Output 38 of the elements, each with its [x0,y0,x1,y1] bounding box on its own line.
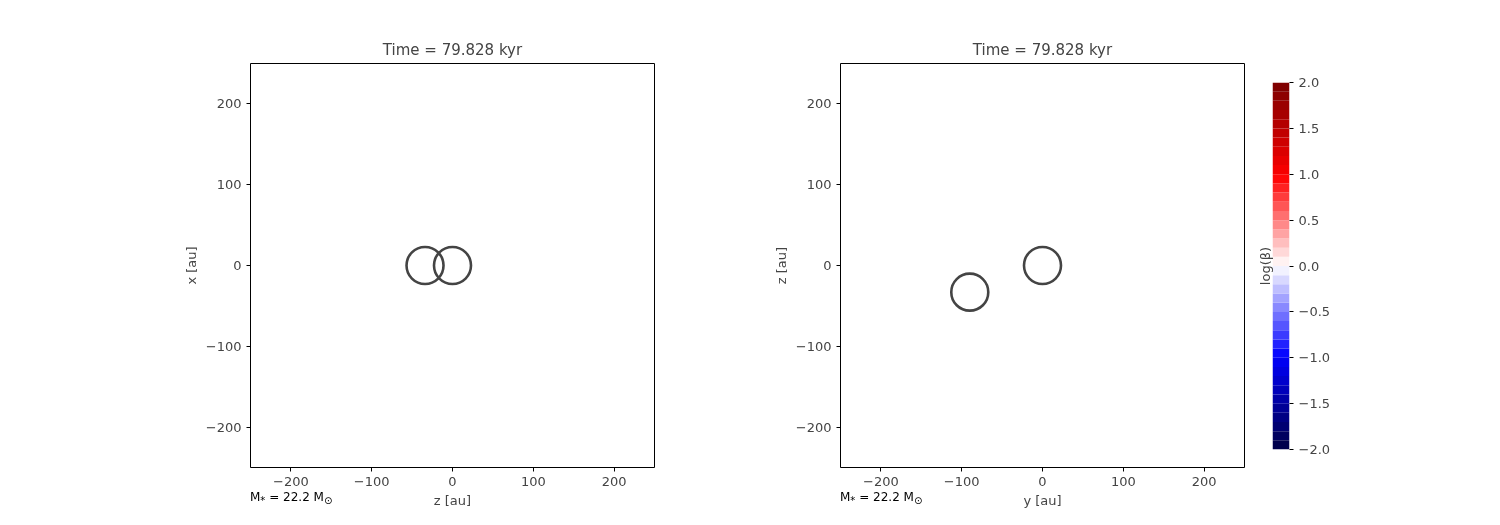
y-tick-label: 200 [216,96,242,112]
x-tick-label: 200 [1191,473,1217,489]
y-tick-label: −100 [205,338,242,354]
color-bar-label: −0.5 [1298,304,1331,320]
x-tick-label: 100 [520,473,546,489]
y-tick-label: −100 [795,338,832,354]
y-tick-label: −200 [795,419,832,435]
y-tick-label: 200 [806,96,832,112]
color-bar-label: 1.5 [1298,120,1320,136]
color-bar-label: 1.0 [1298,166,1320,182]
color-bar-label: 0.5 [1298,212,1320,228]
y-tick-label: −200 [205,419,242,435]
y-axis-title: z [au] [773,246,789,285]
y-tick-label: 0 [823,258,832,273]
x-axis-title: z [au] [433,492,472,508]
x-tick-label: −200 [863,473,899,489]
x-tick-label: 100 [1110,473,1136,489]
x-tick-label: −200 [273,473,309,489]
x-tick-label: −100 [943,473,980,489]
chart-title: Time = 79.828 kyr [381,40,523,59]
color-bar-label: −2.0 [1298,442,1331,457]
x-tick-label: 200 [601,473,627,489]
x-axis-title: y [au] [1023,492,1062,508]
color-bar-label: −1.0 [1298,350,1331,366]
x-tick-label: 0 [1038,473,1047,489]
color-bar-label: 0.0 [1298,258,1320,274]
y-axis-title: x [au] [183,246,199,285]
chart-title: Time = 79.828 kyr [971,40,1113,59]
y-tick-label: 0 [233,258,242,273]
x-tick-label: 0 [448,473,457,489]
color-bar-label: 2.0 [1298,75,1320,90]
text: M$_{*}$ = 22.2 M$_{⊙}$ [840,489,923,509]
text: M$_{*}$ = 22.2 M$_{⊙}$ [250,489,333,509]
color-bar-title: log(β) [1257,246,1273,286]
color-bar-label: −1.5 [1298,396,1331,412]
x-tick-label: −100 [353,473,390,489]
y-tick-label: 100 [806,177,832,193]
y-tick-label: 100 [216,177,242,193]
